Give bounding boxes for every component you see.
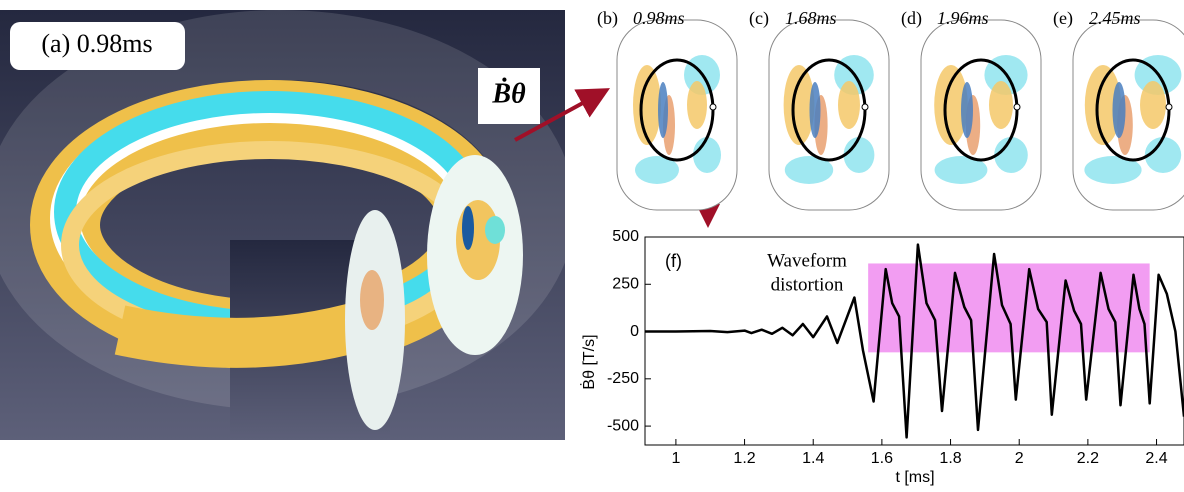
- mode-blob: [810, 82, 821, 138]
- cross-sections: (b) 0.98ms (c) 1.68ms (d) 1.96ms (e) 2.45ms: [597, 8, 1184, 210]
- field-label: Ḃθ: [491, 78, 526, 109]
- mode-blob: [1113, 82, 1126, 138]
- y-tick-label: -250: [607, 370, 639, 387]
- x-tick-label: 1.6: [871, 450, 893, 467]
- mode-blob: [693, 137, 721, 173]
- panel-time: 1.96ms: [937, 8, 989, 28]
- torus-render: [0, 10, 565, 440]
- panel-time: 0.98ms: [633, 8, 685, 28]
- annotation: Waveform: [767, 250, 847, 271]
- y-axis-label: Ḃθ [T/s]: [579, 334, 598, 389]
- panel-label: (f): [665, 251, 682, 271]
- figure: (a) 0.98ms Ḃθ (b) 0.98ms (c) 1.68ms (d) 1.96m…: [0, 0, 1184, 487]
- x-tick-label: 1.8: [939, 450, 961, 467]
- mode-blob: [633, 65, 661, 145]
- mode-blob: [687, 81, 707, 129]
- probe: [710, 104, 716, 110]
- x-tick-label: 1.4: [802, 450, 824, 467]
- mode-blob: [658, 82, 668, 138]
- annotation: distortion: [771, 274, 844, 295]
- x-tick-label: 1: [671, 450, 680, 467]
- probe: [1014, 104, 1020, 110]
- x-tick-label: 2.4: [1145, 450, 1167, 467]
- probe: [862, 104, 868, 110]
- y-tick-label: -500: [607, 417, 639, 434]
- panel-label: (b): [597, 8, 618, 29]
- chart: 500 250 0 -250 -500 1 1.2 1.4 1.6 1.8 2 2.2 2.4 (f) Wa…: [579, 228, 1184, 486]
- panel-label: (a) 0.98ms: [41, 29, 152, 58]
- x-tick-label: 2: [1015, 450, 1024, 467]
- panel-label: (e): [1053, 8, 1073, 29]
- panel-label: (c): [749, 8, 769, 29]
- panel-label: (d): [901, 8, 922, 29]
- mode-blob: [844, 137, 875, 173]
- mode-blob: [838, 81, 860, 129]
- y-tick-label: 250: [612, 275, 639, 292]
- mode-blob: [1140, 81, 1166, 129]
- y-tick-label: 0: [630, 323, 639, 340]
- panel-time: 1.68ms: [785, 8, 837, 28]
- mode-blob: [961, 82, 973, 138]
- panel-time: 2.45ms: [1089, 8, 1141, 28]
- x-axis-label: t [ms]: [895, 469, 934, 486]
- probe: [1166, 104, 1172, 110]
- mode-blob: [989, 81, 1013, 129]
- x-tick-label: 2.2: [1077, 450, 1099, 467]
- y-tick-label: 500: [612, 228, 639, 245]
- x-tick-label: 1.2: [733, 450, 755, 467]
